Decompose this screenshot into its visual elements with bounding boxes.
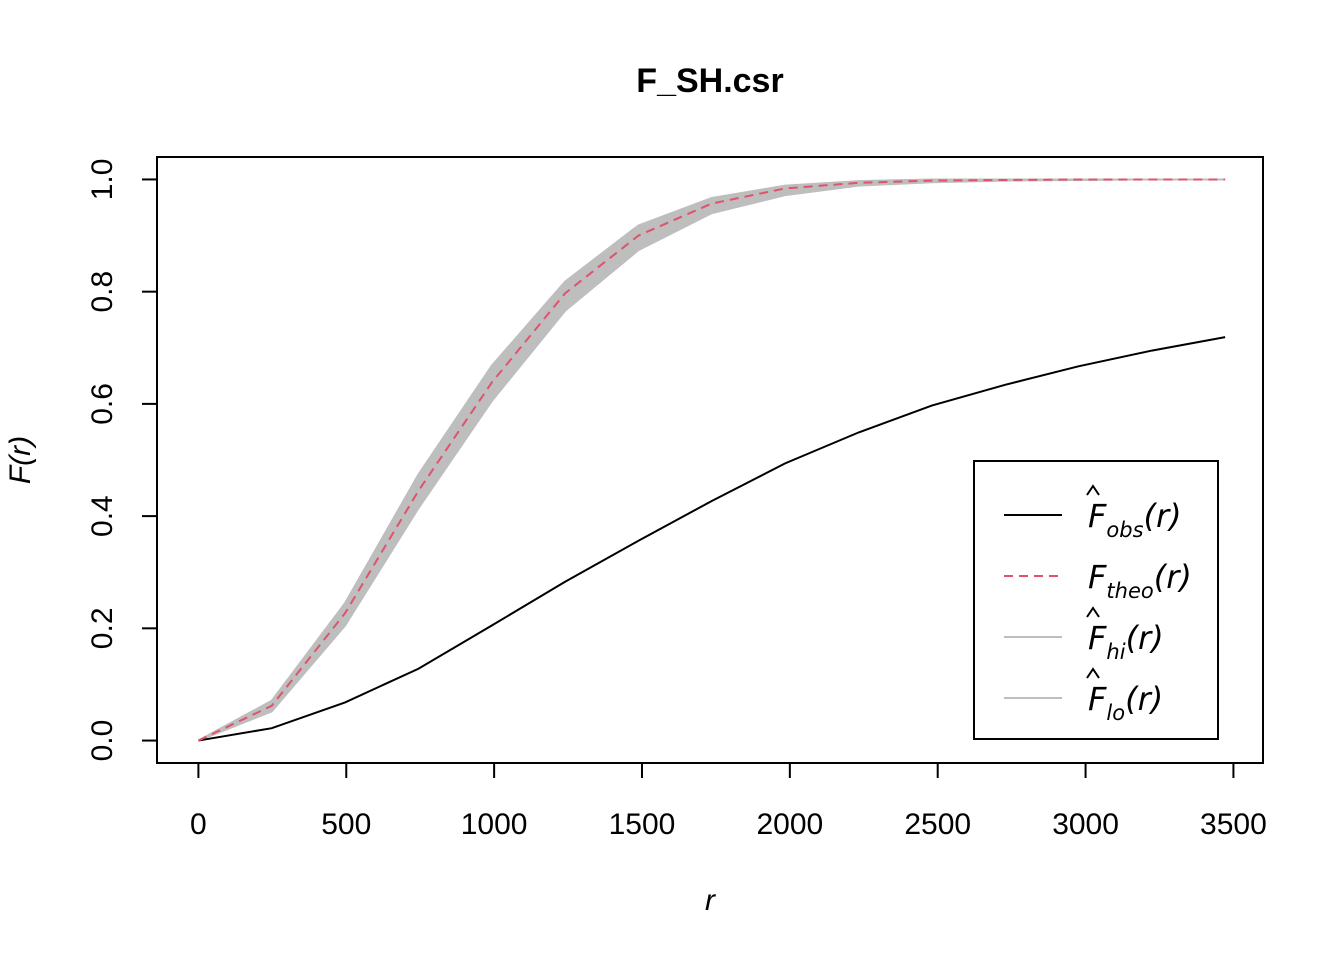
y-tick-label: 0.2 bbox=[86, 607, 119, 649]
y-tick-label: 0.4 bbox=[86, 495, 119, 537]
y-tick-label: 1.0 bbox=[86, 159, 119, 201]
y-axis: 0.0 0.2 0.4 0.6 0.8 1.0 bbox=[86, 159, 158, 762]
chart-title: F_SH.csr bbox=[636, 62, 783, 100]
x-tick-label: 2000 bbox=[756, 808, 823, 841]
series-line-lo bbox=[198, 178, 1226, 742]
series-line-obs bbox=[198, 336, 1226, 742]
legend-hat-hi bbox=[1086, 606, 1100, 618]
x-tick-label: 3000 bbox=[1052, 808, 1119, 841]
y-tick-label: 0.8 bbox=[86, 271, 119, 313]
x-tick-label: 0 bbox=[190, 808, 207, 841]
y-tick-label: 0.0 bbox=[86, 720, 119, 762]
y-tick-label: 0.6 bbox=[86, 383, 119, 425]
x-axis-label: r bbox=[705, 884, 716, 917]
x-tick-label: 2500 bbox=[904, 808, 971, 841]
x-axis: 0 500 1000 1500 2000 2500 3000 3500 bbox=[190, 762, 1267, 841]
legend-box bbox=[973, 460, 1219, 740]
x-tick-label: 1000 bbox=[461, 808, 528, 841]
legend-label-theo: Ftheo(r) bbox=[1088, 558, 1192, 603]
legend: Fobs(r) Ftheo(r) Fhi(r) Flo(r) bbox=[973, 460, 1219, 740]
legend-hat-lo bbox=[1086, 667, 1100, 679]
x-tick-label: 1500 bbox=[609, 808, 676, 841]
legend-label-lo: Flo(r) bbox=[1088, 680, 1163, 725]
x-tick-label: 3500 bbox=[1200, 808, 1267, 841]
series-line-theo bbox=[197, 178, 1226, 742]
legend-label-hi: Fhi(r) bbox=[1088, 619, 1164, 664]
y-axis-label: F(r) bbox=[4, 436, 37, 484]
series-layer bbox=[197, 178, 1226, 742]
legend-hat-obs bbox=[1086, 484, 1100, 496]
legend-label-obs: Fobs(r) bbox=[1088, 497, 1182, 542]
x-tick-label: 500 bbox=[321, 808, 371, 841]
